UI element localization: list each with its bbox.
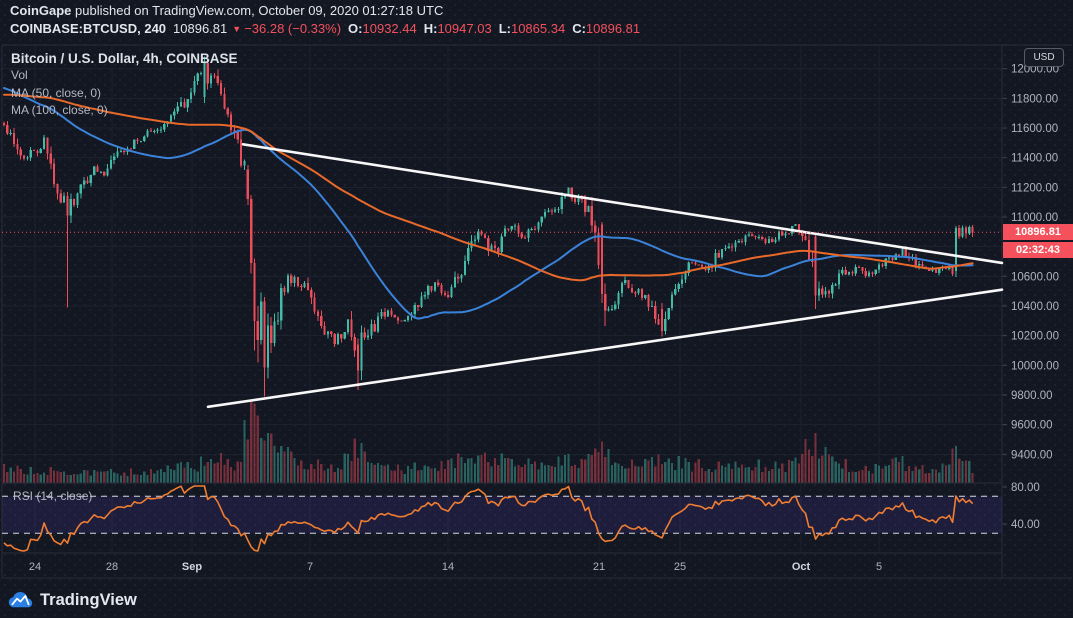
svg-text:11200.00: 11200.00 xyxy=(1011,182,1058,194)
high-label: H: xyxy=(423,21,438,36)
svg-text:14: 14 xyxy=(442,561,454,573)
low-value: 10865.34 xyxy=(510,21,566,36)
price-change: −36.28 (−0.33%) xyxy=(244,21,342,36)
legend-rsi[interactable]: RSI (14, close) xyxy=(13,489,93,503)
close-value: 10896.81 xyxy=(585,21,641,36)
bar-close-countdown: 02:32:43 xyxy=(1003,242,1073,259)
time-axis[interactable] xyxy=(2,554,1002,578)
svg-text:9600.00: 9600.00 xyxy=(1011,420,1053,432)
svg-text:11800.00: 11800.00 xyxy=(1011,93,1058,105)
open-label: O: xyxy=(348,21,363,36)
svg-text:10400.00: 10400.00 xyxy=(1011,301,1059,313)
ma-layer xyxy=(3,87,974,320)
svg-text:25: 25 xyxy=(674,561,686,573)
publish-byline: CoinGape published on TradingView.com, O… xyxy=(10,3,443,18)
svg-text:11000.00: 11000.00 xyxy=(1011,212,1058,224)
close-label: C: xyxy=(572,21,586,36)
tradingview-logo-icon[interactable] xyxy=(8,591,33,609)
grid-layer xyxy=(2,45,1002,553)
svg-text:10600.00: 10600.00 xyxy=(1011,271,1059,283)
svg-text:11400.00: 11400.00 xyxy=(1011,153,1058,165)
symbol-name[interactable]: COINBASE:BTCUSD, 240 xyxy=(10,21,167,36)
price-axis[interactable] xyxy=(1003,45,1072,578)
svg-text:80.00: 80.00 xyxy=(1011,482,1040,494)
last-price: 10896.81 xyxy=(173,21,228,36)
candles-layer xyxy=(2,56,974,397)
svg-text:7: 7 xyxy=(307,561,313,573)
svg-text:Oct: Oct xyxy=(792,561,811,573)
svg-text:40.00: 40.00 xyxy=(1011,519,1040,531)
down-arrow-icon: ▼ xyxy=(232,24,242,34)
svg-text:21: 21 xyxy=(593,561,605,573)
svg-text:10200.00: 10200.00 xyxy=(1011,331,1059,343)
low-label: L: xyxy=(498,21,511,36)
svg-text:11600.00: 11600.00 xyxy=(1011,123,1058,135)
tradingview-brand[interactable]: TradingView xyxy=(40,590,137,609)
last-price-label: 10896.81 xyxy=(1003,224,1073,241)
svg-text:28: 28 xyxy=(106,561,118,573)
trendlines-layer xyxy=(206,143,1004,409)
currency-toggle-button[interactable]: USD xyxy=(1024,48,1064,67)
symbol-info-bar: COINBASE:BTCUSD, 240 10896.81 ▼ −36.28 (−0.… xyxy=(10,21,640,36)
pane-frames xyxy=(1,44,1072,579)
rsi-line-layer xyxy=(3,485,974,552)
open-value: 10932.44 xyxy=(362,21,417,36)
volume-layer xyxy=(2,400,974,483)
svg-text:9800.00: 9800.00 xyxy=(1011,390,1053,402)
svg-text:Sep: Sep xyxy=(182,561,202,573)
byline-author: CoinGape xyxy=(10,3,72,18)
byline-text: published on TradingView.com, October 09… xyxy=(71,3,444,18)
svg-text:24: 24 xyxy=(29,561,41,573)
rsi-band-layer xyxy=(2,495,1002,534)
high-value: 10947.03 xyxy=(437,21,492,36)
svg-text:9400.00: 9400.00 xyxy=(1011,449,1053,461)
footer: TradingView xyxy=(0,582,1073,618)
svg-text:10000.00: 10000.00 xyxy=(1011,360,1059,372)
svg-text:5: 5 xyxy=(876,561,882,573)
